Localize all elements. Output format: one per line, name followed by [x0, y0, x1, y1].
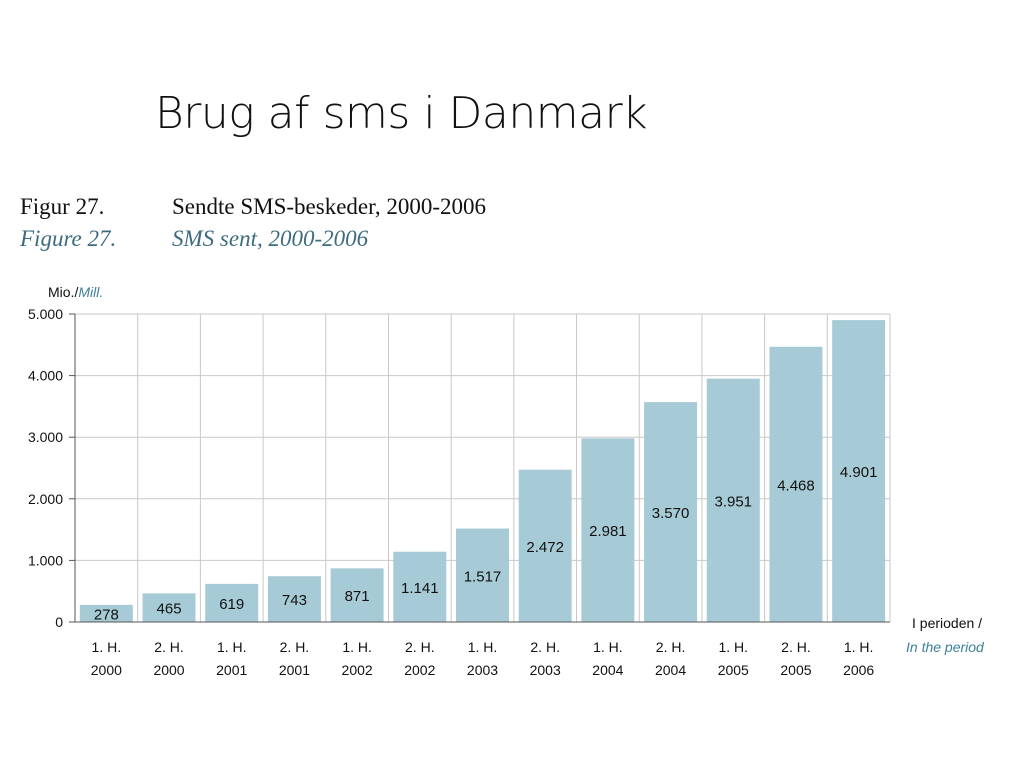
bar [330, 568, 384, 622]
x-tick-label-year: 2000 [91, 662, 122, 678]
grid-lines [75, 313, 891, 622]
x-tick-label-half: 1. H. [468, 639, 498, 655]
data-label: 743 [282, 592, 307, 609]
x-tick-label-half: 2. H. [656, 639, 686, 655]
x-tick-label-year: 2003 [467, 662, 498, 678]
data-label: 2.472 [526, 539, 564, 556]
bar [142, 593, 196, 622]
x-tick-label-year: 2005 [718, 662, 749, 678]
x-tick-label-year: 2005 [780, 662, 811, 678]
bar [832, 320, 886, 622]
x-tick-label-year: 2001 [279, 662, 310, 678]
data-label: 3.951 [714, 493, 752, 510]
data-label: 871 [345, 588, 370, 605]
data-label: 4.468 [777, 477, 815, 494]
figure-number-danish: Figur 27. [20, 194, 105, 219]
y-tick-label: 1.000 [28, 552, 63, 568]
bar [79, 604, 133, 622]
data-label: 278 [94, 606, 119, 623]
bar [769, 346, 823, 622]
figure-number-english: Figure 27. [20, 226, 117, 251]
x-tick-label-half: 1. H. [217, 639, 247, 655]
y-tick-label: 5.000 [28, 306, 63, 322]
x-tick-label-half: 1. H. [844, 639, 874, 655]
y-tick-label: 0 [55, 614, 63, 630]
data-label: 1.141 [401, 580, 439, 597]
data-label: 465 [157, 601, 182, 618]
bar [456, 528, 509, 622]
x-tick-label-half: 2. H. [405, 639, 435, 655]
bar [267, 576, 321, 622]
bar [518, 469, 572, 622]
y-axis-unit: Mio./Mill. [48, 284, 103, 300]
x-axis-unit-english: In the period [906, 639, 985, 655]
bar [205, 583, 259, 622]
bar [393, 551, 447, 622]
x-tick-label-half: 2. H. [154, 639, 184, 655]
figure-caption-danish: Figur 27. Sendte SMS-beskeder, 2000-2006 [20, 194, 486, 220]
slide-title: Brug af sms i Danmark [155, 88, 648, 139]
x-tick-label-half: 1. H. [593, 639, 623, 655]
x-tick-label-year: 2003 [530, 662, 561, 678]
data-label: 619 [219, 596, 244, 613]
y-tick-label: 4.000 [28, 368, 63, 384]
bars [79, 320, 886, 622]
x-tick-label-year: 2002 [342, 662, 373, 678]
y-tick-label: 2.000 [28, 491, 63, 507]
x-tick-label-half: 1. H. [342, 639, 372, 655]
x-tick-label-year: 2004 [592, 662, 623, 678]
x-tick-label-year: 2000 [153, 662, 184, 678]
x-tick-label-half: 2. H. [530, 639, 560, 655]
figure-caption-english: Figure 27. SMS sent, 2000-2006 [20, 226, 368, 252]
bar [706, 378, 760, 622]
data-label: 1.517 [464, 568, 502, 585]
axes [69, 313, 890, 623]
figure-title-english: SMS sent, 2000-2006 [172, 226, 369, 251]
x-tick-label-half: 2. H. [781, 639, 811, 655]
x-tick-label-half: 2. H. [280, 639, 310, 655]
x-tick-label-year: 2002 [404, 662, 435, 678]
x-tick-label-year: 2004 [655, 662, 686, 678]
x-tick-label-year: 2001 [216, 662, 247, 678]
bar [581, 438, 635, 622]
x-axis-unit: I perioden / [912, 615, 982, 631]
x-tick-label-half: 1. H. [718, 639, 748, 655]
data-label: 3.570 [652, 505, 690, 522]
data-label: 2.981 [589, 523, 627, 540]
x-tick-label-year: 2006 [843, 662, 874, 678]
labels: 0 1.000 2.000 3.000 4.000 5.000 278 1. H. 2000 46… [28, 306, 877, 678]
data-label: 4.901 [840, 464, 878, 481]
bar [644, 402, 698, 622]
y-tick-label: 3.000 [28, 429, 63, 445]
x-tick-label-half: 1. H. [92, 639, 122, 655]
figure-title-danish: Sendte SMS-beskeder, 2000-2006 [172, 194, 487, 219]
